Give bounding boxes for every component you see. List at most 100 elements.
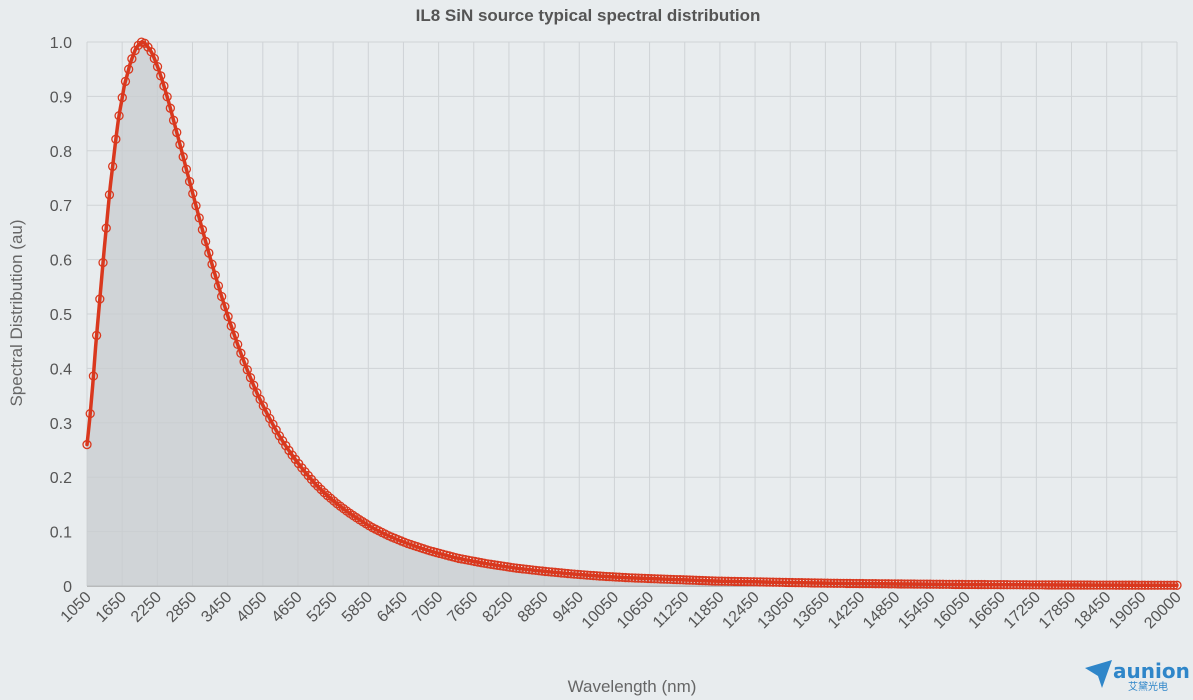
data-point bbox=[1076, 580, 1086, 590]
data-point bbox=[832, 578, 842, 588]
data-point bbox=[1117, 580, 1128, 590]
data-point bbox=[104, 190, 115, 200]
data-point bbox=[649, 574, 660, 584]
data-point bbox=[249, 380, 259, 390]
data-point bbox=[88, 371, 99, 381]
data-point bbox=[957, 579, 967, 590]
data-point bbox=[1040, 580, 1051, 590]
data-point bbox=[1018, 580, 1028, 590]
data-point bbox=[906, 579, 916, 589]
data-point bbox=[636, 573, 647, 583]
y-tick-label: 0.1 bbox=[50, 525, 72, 542]
data-point bbox=[511, 563, 522, 573]
data-point bbox=[313, 481, 323, 491]
data-point bbox=[739, 576, 749, 587]
data-point bbox=[592, 571, 602, 581]
data-point bbox=[992, 580, 1003, 590]
data-point bbox=[752, 577, 762, 587]
aunion-logo: aunion 艾黛光电 bbox=[1085, 659, 1190, 693]
data-point bbox=[274, 431, 285, 441]
data-point bbox=[1114, 580, 1124, 590]
data-point bbox=[162, 92, 172, 102]
data-point bbox=[518, 564, 528, 574]
data-point bbox=[1056, 580, 1067, 590]
data-point bbox=[582, 570, 592, 580]
data-point bbox=[245, 373, 256, 383]
data-point bbox=[572, 569, 583, 580]
data-point bbox=[1121, 580, 1131, 590]
data-point bbox=[133, 40, 143, 50]
x-tick-label: 17850 bbox=[1036, 589, 1080, 633]
data-point bbox=[903, 579, 913, 589]
data-point bbox=[156, 71, 166, 81]
data-point bbox=[1101, 580, 1112, 590]
data-point bbox=[1060, 580, 1070, 590]
data-point bbox=[675, 575, 685, 585]
data-point bbox=[723, 576, 733, 586]
y-tick-label: 0.5 bbox=[50, 307, 72, 324]
x-tick-label: 10050 bbox=[579, 589, 623, 633]
y-axis-ticks: 0 0.1 0.2 0.3 0.4 0.5 0.6 0.7 0.8 0.9 1.0 bbox=[50, 35, 72, 596]
data-point bbox=[614, 572, 624, 582]
chart-title: IL8 SiN source typical spectral distribu… bbox=[416, 6, 761, 25]
x-tick-label: 11250 bbox=[650, 589, 693, 632]
data-point bbox=[1124, 580, 1134, 590]
data-point bbox=[229, 330, 240, 340]
data-point bbox=[1159, 580, 1169, 590]
data-point bbox=[813, 578, 823, 588]
data-point bbox=[624, 573, 634, 583]
data-point bbox=[771, 577, 781, 587]
data-point bbox=[454, 553, 464, 564]
x-tick-label: 7650 bbox=[444, 589, 481, 626]
data-point bbox=[742, 577, 753, 587]
data-point bbox=[765, 577, 775, 587]
data-point bbox=[1095, 580, 1105, 590]
y-tick-label: 0.2 bbox=[50, 470, 72, 487]
data-point bbox=[309, 478, 320, 488]
data-point bbox=[749, 577, 759, 587]
data-point bbox=[204, 248, 214, 258]
data-point bbox=[1021, 580, 1031, 590]
data-point bbox=[729, 576, 740, 587]
data-point bbox=[200, 236, 211, 247]
data-point bbox=[544, 567, 554, 577]
data-point bbox=[576, 569, 586, 580]
x-tick-label: 16650 bbox=[966, 589, 1010, 633]
data-point bbox=[867, 579, 878, 589]
data-point bbox=[1108, 580, 1118, 590]
data-point bbox=[707, 576, 717, 586]
data-point bbox=[191, 201, 201, 211]
data-point bbox=[1133, 580, 1144, 590]
data-point bbox=[736, 576, 746, 587]
data-point bbox=[893, 579, 903, 589]
x-tick-label: 11850 bbox=[685, 589, 728, 632]
data-point bbox=[755, 577, 765, 587]
x-tick-label: 5250 bbox=[304, 589, 341, 626]
data-point bbox=[547, 567, 557, 577]
data-point bbox=[845, 578, 855, 589]
data-point bbox=[909, 579, 919, 589]
data-point bbox=[499, 561, 509, 571]
data-point bbox=[899, 579, 910, 589]
data-point bbox=[835, 578, 846, 589]
data-point bbox=[781, 577, 791, 588]
data-point bbox=[922, 579, 932, 589]
y-tick-label: 0.7 bbox=[50, 198, 72, 215]
data-point bbox=[1044, 580, 1054, 590]
data-point bbox=[710, 576, 720, 586]
data-point bbox=[864, 578, 874, 589]
data-point bbox=[669, 574, 679, 585]
x-tick-label: 2250 bbox=[128, 589, 165, 626]
data-point bbox=[951, 579, 961, 590]
data-point bbox=[566, 569, 576, 579]
data-point bbox=[194, 213, 204, 223]
data-point bbox=[98, 257, 108, 268]
data-point bbox=[1034, 580, 1044, 590]
data-point bbox=[236, 348, 246, 358]
data-point bbox=[996, 580, 1006, 590]
data-point bbox=[758, 577, 769, 587]
x-tick-label: 13050 bbox=[755, 589, 799, 633]
data-point bbox=[665, 574, 676, 584]
data-point bbox=[1005, 580, 1015, 590]
data-point bbox=[1156, 580, 1166, 590]
